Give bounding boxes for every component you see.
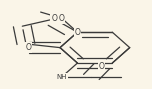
Text: O: O [51, 14, 57, 23]
Text: O: O [26, 43, 32, 52]
Text: O: O [74, 28, 80, 37]
Text: O: O [59, 14, 65, 23]
Text: NH: NH [57, 74, 67, 80]
Text: O: O [99, 62, 105, 71]
